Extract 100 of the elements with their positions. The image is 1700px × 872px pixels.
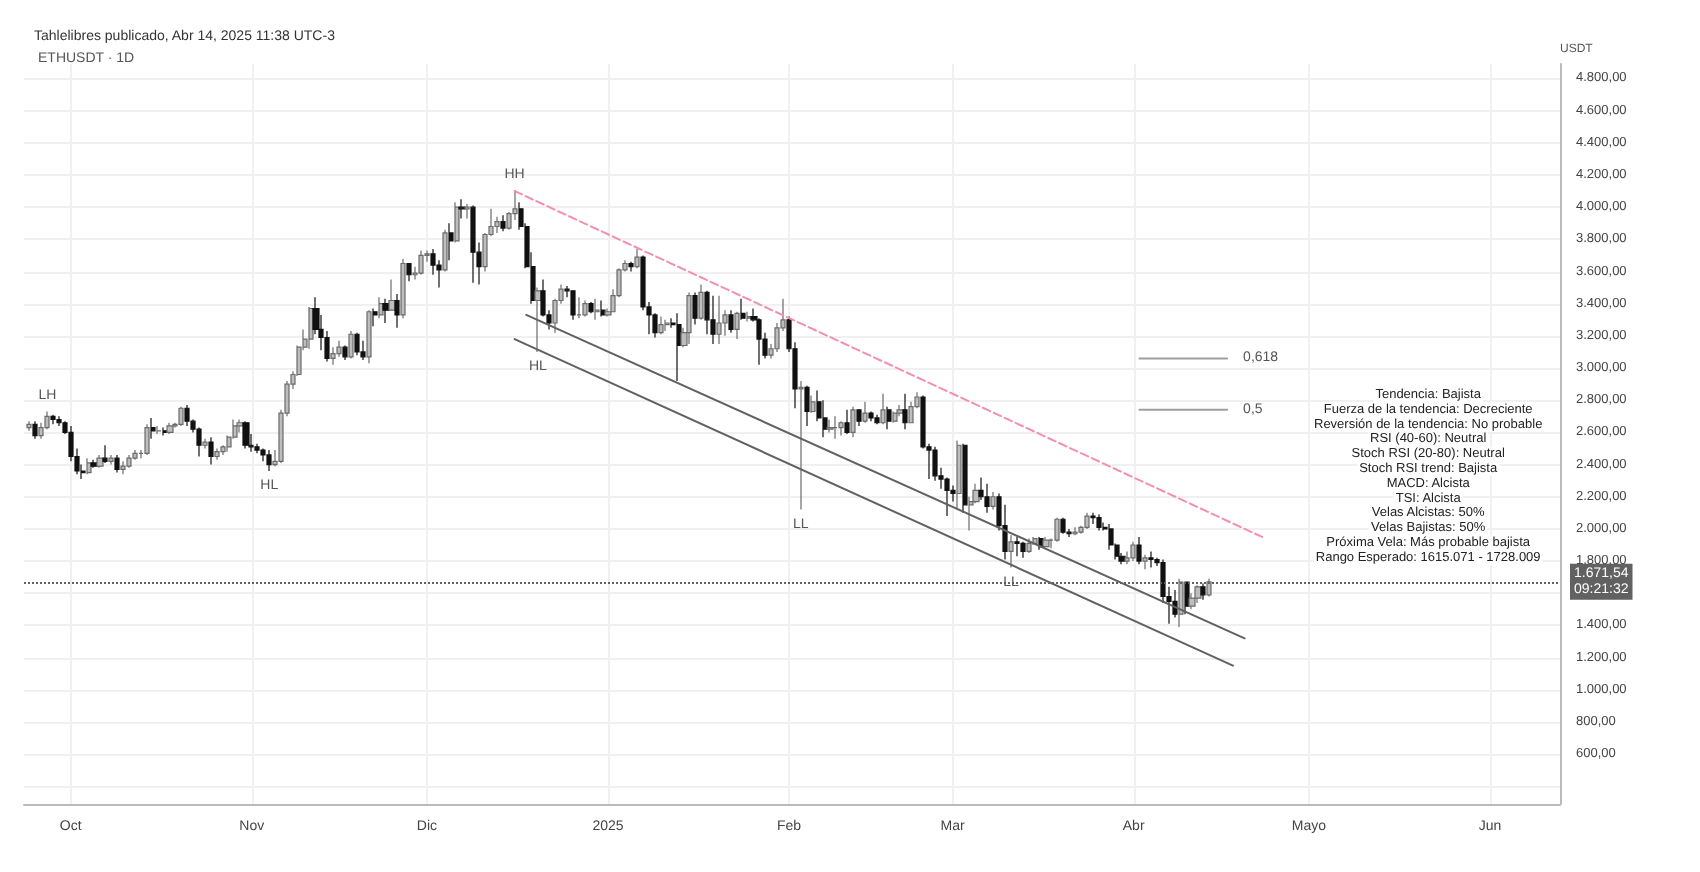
candlestick	[360, 340, 366, 361]
candlestick	[366, 309, 372, 364]
candlestick	[156, 425, 162, 435]
candlestick	[144, 423, 150, 456]
candlestick	[86, 457, 92, 475]
candlestick	[838, 420, 844, 437]
candlestick	[804, 385, 810, 427]
candlestick	[102, 444, 108, 464]
candlestick	[1130, 541, 1136, 562]
candlestick	[756, 317, 762, 366]
candlestick	[634, 248, 640, 269]
candlestick	[658, 315, 664, 335]
candlestick	[494, 216, 500, 234]
candlestick	[454, 201, 460, 244]
candlestick	[1200, 583, 1206, 601]
candlestick	[330, 346, 336, 366]
candlestick	[406, 262, 412, 282]
candlestick	[746, 311, 752, 322]
candlestick	[1042, 536, 1050, 548]
candlestick	[850, 406, 856, 438]
candlestick	[1026, 537, 1032, 554]
candlestick	[1124, 550, 1130, 565]
candlestick	[676, 312, 682, 382]
candlestick	[1184, 581, 1190, 615]
candlestick	[826, 418, 834, 433]
candlestick	[196, 426, 202, 458]
candlestick	[576, 296, 582, 319]
candlestick	[896, 404, 904, 417]
candlestick	[880, 393, 886, 425]
candlestick	[308, 306, 314, 350]
candlestick	[242, 420, 250, 450]
candlestick	[810, 394, 816, 414]
candlestick	[570, 290, 576, 321]
candlestick	[32, 420, 38, 440]
candlestick	[378, 296, 384, 319]
candlestick	[734, 311, 740, 340]
candlestick	[108, 454, 114, 466]
candlestick	[214, 447, 220, 461]
candlestick	[740, 298, 746, 321]
candlestick	[594, 298, 600, 321]
candlestick	[1084, 512, 1090, 530]
candlestick	[388, 278, 396, 311]
candlestick	[984, 483, 990, 514]
candlestick	[600, 299, 606, 318]
candlestick	[1108, 523, 1114, 551]
candlestick	[1020, 541, 1026, 559]
candlestick	[470, 204, 476, 284]
candlestick	[458, 198, 466, 220]
candlestick	[150, 417, 156, 440]
candlestick	[990, 491, 996, 511]
candlestick	[944, 476, 950, 517]
candlestick	[822, 399, 828, 438]
candlestick	[874, 414, 880, 425]
candlestick	[1090, 512, 1096, 525]
candlestick	[1008, 534, 1014, 569]
candlestick	[832, 415, 838, 440]
candlestick	[56, 415, 62, 427]
candlestick	[1136, 536, 1142, 565]
candlestick	[892, 410, 898, 424]
candlestick	[114, 454, 120, 474]
candlestick	[716, 295, 722, 345]
candlestick	[686, 291, 692, 345]
candlestick	[354, 332, 360, 356]
candlestick	[336, 340, 342, 358]
candlestick	[400, 258, 406, 319]
candlestick	[1072, 526, 1078, 536]
candlestick	[588, 301, 594, 314]
candlestick	[236, 418, 244, 433]
candlestick	[348, 330, 354, 359]
candlestick	[664, 319, 670, 332]
candlestick	[692, 291, 698, 326]
candlestick	[1060, 517, 1066, 535]
candlestick	[372, 307, 378, 327]
candlestick	[1014, 536, 1020, 557]
candlestick	[178, 406, 184, 427]
candlestick	[962, 443, 968, 514]
candlestick	[728, 309, 734, 334]
candlestick	[1148, 550, 1154, 569]
candlestick	[382, 298, 390, 324]
candlestick	[798, 380, 804, 511]
candlestick	[126, 454, 132, 469]
candlestick	[932, 446, 938, 482]
candlestick	[342, 344, 348, 361]
candlestick	[862, 401, 868, 424]
candlestick	[582, 299, 588, 318]
candlestick	[166, 422, 174, 435]
candlestick	[902, 393, 908, 430]
candlestick	[448, 222, 454, 261]
candlestick	[90, 459, 98, 469]
candlestick	[1142, 554, 1148, 570]
candlestick	[886, 406, 892, 430]
candlestick	[220, 444, 226, 456]
candlestick	[132, 449, 138, 461]
candlestick	[184, 404, 190, 427]
candlestick	[1096, 513, 1102, 532]
candlestick	[868, 410, 874, 422]
candlestick	[208, 436, 214, 466]
candlestick	[96, 454, 104, 469]
candlestick	[628, 261, 634, 273]
candlestick	[442, 229, 448, 273]
